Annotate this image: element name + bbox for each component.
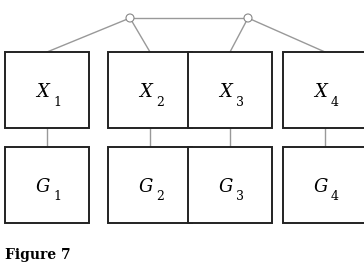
Text: G: G — [314, 178, 328, 196]
Bar — [108, 147, 192, 223]
Bar — [5, 147, 89, 223]
Text: G: G — [36, 178, 50, 196]
Bar — [5, 52, 89, 128]
Text: 4: 4 — [331, 95, 339, 109]
Bar — [283, 147, 364, 223]
Text: Figure 7: Figure 7 — [5, 248, 71, 262]
Text: 3: 3 — [236, 190, 244, 203]
Circle shape — [126, 14, 134, 22]
Text: 2: 2 — [156, 190, 164, 203]
Text: X: X — [36, 83, 50, 101]
Circle shape — [244, 14, 252, 22]
Text: 1: 1 — [53, 190, 61, 203]
Text: X: X — [139, 83, 153, 101]
Text: 1: 1 — [53, 95, 61, 109]
Text: 3: 3 — [236, 95, 244, 109]
Text: G: G — [219, 178, 233, 196]
Text: X: X — [219, 83, 233, 101]
Text: 2: 2 — [156, 95, 164, 109]
Bar — [188, 147, 272, 223]
Bar — [188, 52, 272, 128]
Text: G: G — [139, 178, 153, 196]
Text: 4: 4 — [331, 190, 339, 203]
Text: X: X — [314, 83, 328, 101]
Bar — [108, 52, 192, 128]
Bar — [283, 52, 364, 128]
